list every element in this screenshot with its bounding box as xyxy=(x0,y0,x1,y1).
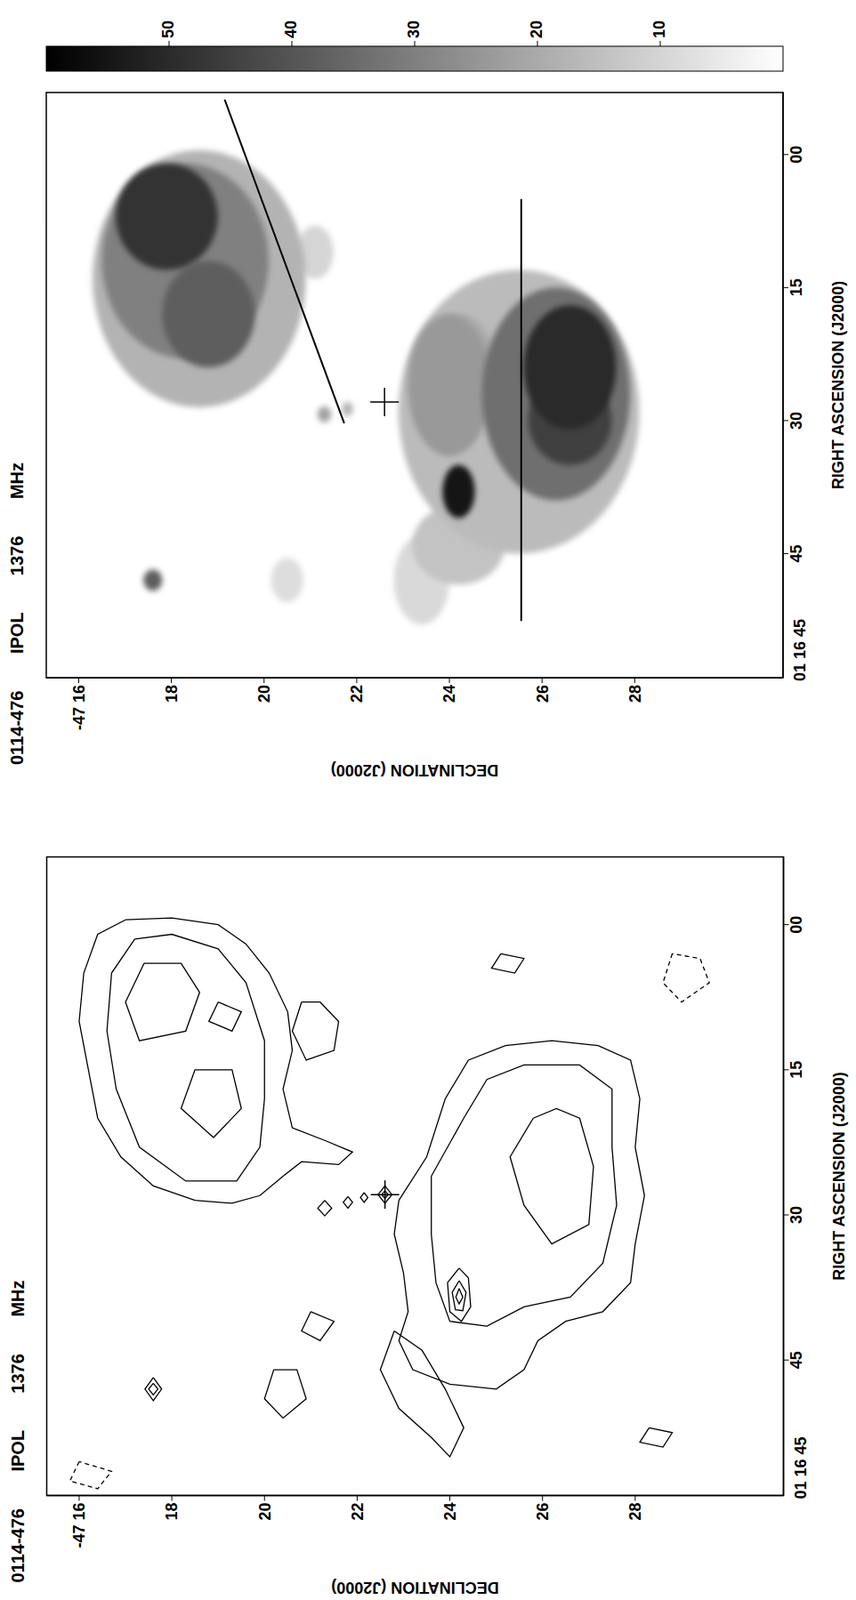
svg-text:00: 00 xyxy=(787,145,806,164)
svg-text:22: 22 xyxy=(347,685,366,703)
svg-text:15: 15 xyxy=(787,278,806,297)
svg-text:DECLINATION (J2000): DECLINATION (J2000) xyxy=(331,761,500,780)
svg-text:18: 18 xyxy=(162,685,181,703)
svg-text:-47 16: -47 16 xyxy=(70,685,89,731)
svg-text:45: 45 xyxy=(787,544,806,563)
html-text:0114-476 IPOL 1376 MHz: 0114-476 IPOL 1376 MHz xyxy=(7,462,27,766)
svg-text:DECLINATION (J2000): DECLINATION (J2000) xyxy=(331,1579,500,1598)
svg-text:28: 28 xyxy=(626,1502,645,1521)
svg-text:40: 40 xyxy=(282,20,300,39)
svg-text:00: 00 xyxy=(787,915,806,934)
svg-text:18: 18 xyxy=(162,1502,181,1521)
svg-text:26: 26 xyxy=(533,1502,552,1521)
html-text:0114-476 IPOL 1376 MHz: 0114-476 IPOL 1376 MHz xyxy=(7,1280,27,1583)
svg-text:-47 16: -47 16 xyxy=(70,1502,89,1549)
svg-text:RIGHT ASCENSION (J2000): RIGHT ASCENSION (J2000) xyxy=(829,281,848,490)
svg-text:15: 15 xyxy=(787,1060,806,1079)
svg-text:30: 30 xyxy=(404,20,423,39)
svg-text:22: 22 xyxy=(347,1502,366,1521)
html-text:01 16 45: 01 16 45 xyxy=(791,619,809,682)
svg-text:10: 10 xyxy=(650,20,669,39)
svg-text:RIGHT ASCENSION (J2000): RIGHT ASCENSION (J2000) xyxy=(829,1072,848,1281)
html-text:01 16 45: 01 16 45 xyxy=(791,1436,809,1500)
svg-text:24: 24 xyxy=(440,1502,459,1521)
svg-text:30: 30 xyxy=(787,411,806,430)
svg-text:45: 45 xyxy=(787,1351,806,1370)
svg-text:30: 30 xyxy=(787,1205,806,1224)
svg-text:50: 50 xyxy=(159,20,178,39)
svg-text:24: 24 xyxy=(440,685,459,703)
svg-text:26: 26 xyxy=(533,685,552,703)
svg-text:28: 28 xyxy=(626,685,645,703)
svg-text:20: 20 xyxy=(255,685,274,703)
svg-text:20: 20 xyxy=(527,20,546,39)
svg-text:20: 20 xyxy=(255,1502,274,1521)
